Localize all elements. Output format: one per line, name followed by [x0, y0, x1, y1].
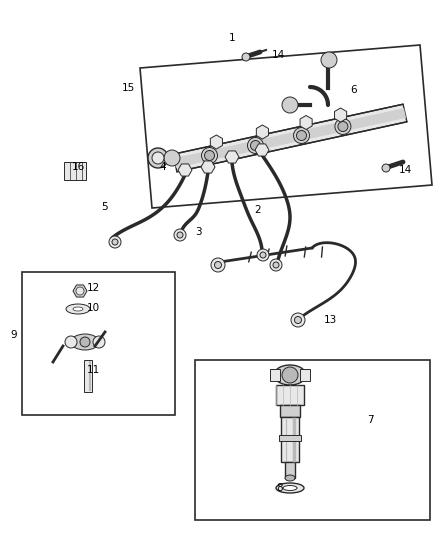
Ellipse shape [71, 334, 99, 350]
Ellipse shape [215, 262, 222, 269]
Ellipse shape [382, 164, 390, 172]
Ellipse shape [291, 313, 305, 327]
Ellipse shape [338, 122, 348, 132]
Bar [270, 369, 280, 381]
Text: 1: 1 [229, 33, 235, 43]
Polygon shape [178, 164, 192, 176]
Ellipse shape [177, 232, 183, 238]
Ellipse shape [109, 236, 121, 248]
Text: 7: 7 [367, 415, 373, 425]
Ellipse shape [93, 336, 105, 348]
Text: 10: 10 [86, 303, 99, 313]
Ellipse shape [152, 152, 164, 164]
Ellipse shape [282, 367, 298, 383]
Text: 16: 16 [71, 162, 85, 172]
Ellipse shape [66, 304, 90, 314]
Ellipse shape [80, 337, 90, 347]
Bar [279, 435, 301, 441]
Ellipse shape [274, 365, 306, 385]
Text: 13: 13 [323, 315, 337, 325]
Bar [276, 385, 304, 405]
Text: 11: 11 [86, 365, 99, 375]
Ellipse shape [174, 229, 186, 241]
Bar [285, 462, 295, 478]
Ellipse shape [276, 483, 304, 493]
Ellipse shape [73, 307, 83, 311]
Polygon shape [255, 144, 269, 156]
Polygon shape [335, 108, 346, 122]
Text: 9: 9 [11, 330, 18, 340]
Ellipse shape [294, 317, 301, 324]
Text: 2: 2 [254, 205, 261, 215]
Ellipse shape [260, 252, 266, 258]
Ellipse shape [335, 118, 351, 134]
Ellipse shape [251, 141, 261, 150]
Text: 14: 14 [272, 50, 285, 60]
Text: 3: 3 [194, 227, 201, 237]
Ellipse shape [270, 259, 282, 271]
Bar [64, 162, 86, 180]
Ellipse shape [242, 53, 250, 61]
Ellipse shape [205, 150, 215, 160]
Bar [300, 369, 310, 381]
Text: 5: 5 [102, 202, 108, 212]
Ellipse shape [112, 239, 118, 245]
Polygon shape [173, 104, 407, 172]
Polygon shape [225, 151, 239, 163]
Text: 12: 12 [86, 283, 99, 293]
Bar [84, 360, 92, 392]
Ellipse shape [293, 127, 310, 143]
Text: 6: 6 [351, 85, 357, 95]
Ellipse shape [148, 148, 168, 168]
Text: 4: 4 [160, 162, 166, 172]
Ellipse shape [282, 97, 298, 113]
Ellipse shape [283, 486, 297, 490]
Bar [280, 405, 300, 417]
Ellipse shape [273, 262, 279, 268]
Ellipse shape [164, 150, 180, 166]
Polygon shape [210, 135, 223, 149]
Ellipse shape [76, 287, 84, 295]
Bar [22, 272, 175, 415]
Ellipse shape [201, 148, 218, 164]
Polygon shape [256, 125, 268, 139]
Ellipse shape [285, 475, 295, 481]
Ellipse shape [321, 52, 337, 68]
Polygon shape [300, 116, 312, 130]
Ellipse shape [65, 336, 77, 348]
Ellipse shape [257, 249, 269, 261]
Text: 15: 15 [121, 83, 134, 93]
Bar [150, 153, 172, 163]
Text: 14: 14 [399, 165, 412, 175]
Ellipse shape [247, 138, 264, 154]
Polygon shape [201, 161, 215, 173]
Bar [281, 417, 299, 462]
Bar [195, 360, 430, 520]
Text: 8: 8 [277, 483, 283, 493]
Polygon shape [73, 285, 87, 297]
Ellipse shape [297, 131, 307, 141]
Ellipse shape [211, 258, 225, 272]
